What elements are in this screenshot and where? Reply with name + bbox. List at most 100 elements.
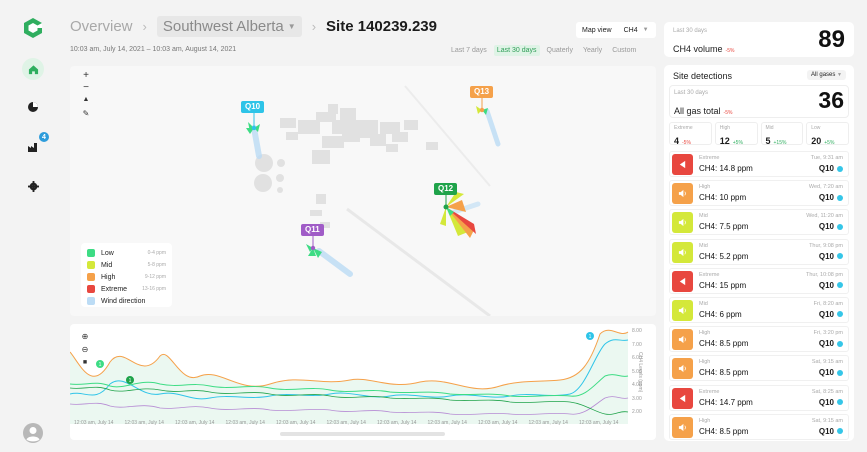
timeline-zoom-out-button[interactable]: ⊖ [81, 345, 89, 354]
period-tab[interactable]: Yearly [582, 47, 603, 54]
legend-label: Low [101, 249, 114, 257]
nav-alerts-button[interactable]: 4 [22, 132, 49, 158]
gas-filter-select[interactable]: All gases ▼ [807, 70, 846, 80]
period-tabs: Last 7 days Last 30 days Quaterly Yearly Cus… [448, 45, 639, 56]
detection-item[interactable]: Extreme CH4: 14.8 ppm Tue, 9:31 am Q10 [669, 151, 849, 177]
zoom-in-button[interactable]: + [83, 70, 89, 81]
y-axis-tick-label: 2.00 [632, 409, 642, 415]
nav-reports-button[interactable] [22, 96, 44, 118]
severity-box-low[interactable]: Low 20 +5% [806, 122, 849, 146]
site-pin-q10[interactable]: Q10 [241, 101, 265, 113]
site-dot-icon [837, 340, 843, 347]
total-label: All gas total [674, 106, 721, 116]
site-dot-icon [837, 428, 843, 435]
alert-speaker-icon [672, 329, 693, 351]
detection-item[interactable]: Mid CH4: 5.2 ppm Thur, 9:08 pm Q10 [669, 238, 849, 265]
detection-item[interactable]: High CH4: 10 ppm Wed, 7:20 am Q10 [669, 180, 849, 207]
road [404, 85, 491, 187]
region-select[interactable]: Southwest Alberta ▼ [156, 16, 302, 37]
detection-value: CH4: 5.2 ppm [699, 251, 749, 261]
detection-item[interactable]: High CH4: 8.5 ppm Sat, 9:15 am Q10 [669, 413, 849, 440]
detection-site-label: Q10 [818, 280, 834, 290]
legend-range: 5-8 ppm [147, 262, 166, 268]
date-range: 10:03 am, July 14, 2021 – 10:03 am, Augu… [70, 46, 237, 53]
timeline-export-button[interactable]: ■ [82, 359, 88, 366]
severity-box-high[interactable]: High 12 +5% [714, 122, 758, 146]
detection-site-label: Q10 [818, 397, 834, 407]
detection-item[interactable]: High CH4: 8.5 ppm Sat, 9:15 am Q10 [669, 355, 849, 382]
zoom-out-button[interactable]: − [83, 82, 89, 93]
detection-severity: Mid [699, 213, 708, 220]
y-axis-tick-label: 8.00 [632, 328, 642, 334]
legend-item: Mid 5-8 ppm [87, 259, 166, 271]
timeline-scrollbar[interactable] [280, 432, 445, 436]
detection-item[interactable]: Extreme CH4: 14.7 ppm Sat, 8:25 am Q10 [669, 384, 849, 411]
period-tab[interactable]: Custom [612, 47, 637, 54]
detection-site-label: Q10 [818, 193, 834, 203]
severity-name: High [719, 125, 731, 131]
severity-box-extreme[interactable]: Extreme 4 -5% [669, 122, 712, 146]
severity-change: +5% [824, 140, 835, 146]
site-map[interactable]: Q10 Q13 Q12 Q11 + − ▲ ✎ Low 0-4 ppm Mid 5-8… [70, 66, 656, 316]
nav-settings-button[interactable] [22, 175, 44, 197]
period-tab[interactable]: Last 7 days [451, 47, 487, 54]
breadcrumb-overview[interactable]: Overview [70, 18, 133, 35]
app-logo-icon[interactable] [22, 17, 44, 39]
total-period[interactable]: Last 30 days [674, 90, 709, 96]
nav-home-button[interactable] [22, 58, 44, 80]
x-axis-tick-label: 12:03 am, July 14 [276, 420, 316, 426]
detection-site: Q10 [819, 252, 843, 261]
site-dot-icon [837, 165, 843, 172]
chevron-right-icon: › [142, 19, 147, 34]
map-view-control[interactable]: Map view CH4 ▼ [576, 22, 656, 38]
severity-count: 5 [765, 136, 771, 146]
emission-rose-q13 [476, 98, 488, 115]
detection-item[interactable]: Mid CH4: 7.5 ppm Wed, 11:20 am Q10 [669, 209, 849, 236]
detection-item[interactable]: Extreme CH4: 15 ppm Thur, 10:08 pm Q10 [669, 267, 849, 294]
x-axis-tick-label: 12:03 am, July 14 [579, 420, 619, 426]
y-axis-tick-label: 4.00 [632, 382, 642, 388]
detection-item[interactable]: High CH4: 8.5 ppm Fri, 3:20 pm Q10 [669, 326, 849, 353]
gas-select[interactable]: CH4 ▼ [624, 27, 649, 34]
site-pin-q13[interactable]: Q13 [470, 86, 494, 98]
draw-tool-button[interactable]: ✎ [82, 109, 90, 118]
detection-site: Q10 [819, 339, 843, 348]
region-label: Southwest Alberta [162, 18, 284, 35]
x-axis-tick-label: 12:03 am, July 14 [528, 420, 568, 426]
site-pin-q12[interactable]: Q12 [434, 183, 458, 195]
y-axis-tick-label: 3.00 [632, 395, 642, 402]
detection-severity: Extreme [699, 271, 720, 278]
severity-change: +5% [732, 140, 743, 146]
site-map-canvas[interactable] [70, 66, 656, 316]
map-legend: Low 0-4 ppm Mid 5-8 ppm High 9-12 ppm Extreme 1… [81, 243, 172, 307]
chevron-down-icon: ▼ [642, 27, 649, 33]
site-dot-icon [837, 369, 843, 376]
compass-button[interactable]: ▲ [82, 96, 90, 103]
detection-list: Extreme CH4: 14.8 ppm Tue, 9:31 am Q10 High C… [669, 151, 849, 443]
x-axis-tick-label: 12:03 am, July 14 [478, 420, 518, 426]
detection-time: Sat, 9:15 am [811, 359, 843, 366]
site-pin-q11[interactable]: Q11 [301, 224, 324, 236]
timeline-chart[interactable]: 1 1 1 ⊕ ⊖ ■ 12:03 am, July 14 12:03 am, J… [70, 324, 656, 440]
severity-name: Extreme [674, 125, 693, 131]
severity-box-mid[interactable]: Mid 5 +15% [760, 122, 804, 146]
kpi-value: 89 [818, 26, 845, 53]
period-tab[interactable]: Quaterly [546, 47, 573, 54]
chevron-right-icon: › [311, 19, 317, 34]
factory-icon [28, 143, 37, 152]
detection-item[interactable]: Mid CH4: 6 ppm Fri, 8:20 am Q10 [669, 296, 849, 323]
user-avatar-icon[interactable] [22, 422, 44, 444]
site-dot-icon [837, 311, 843, 318]
detection-site-label: Q10 [818, 251, 834, 261]
period-tab[interactable]: Last 30 days [493, 45, 540, 56]
detection-value: CH4: 7.5 ppm [699, 222, 749, 232]
detection-time: Wed, 7:20 am [808, 184, 843, 191]
chart-marker-label: 1 [129, 378, 132, 384]
timeline-zoom-in-button[interactable]: ⊕ [81, 332, 89, 341]
map-view-label: Map view [582, 26, 612, 34]
legend-label: Extreme [101, 285, 128, 293]
detection-time: Thur, 10:08 pm [806, 271, 843, 278]
kpi-period[interactable]: Last 30 days [673, 28, 708, 34]
home-icon [28, 64, 38, 74]
alert-speaker-icon [672, 183, 693, 205]
